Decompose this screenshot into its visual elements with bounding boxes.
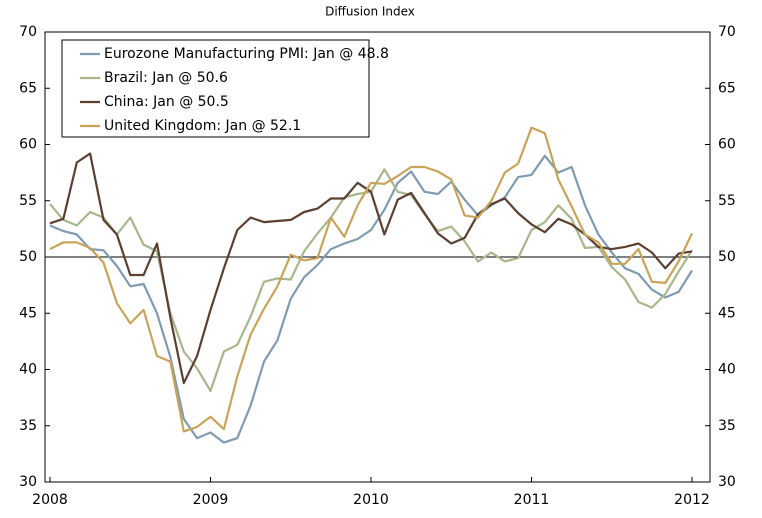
x-tick-label: 2012: [674, 492, 710, 508]
y2-tick-label: 50: [718, 249, 736, 265]
x-tick-label: 2009: [193, 492, 229, 508]
y-tick-label: 70: [19, 24, 37, 40]
legend-label: Eurozone Manufacturing PMI: Jan @ 48.8: [104, 46, 389, 62]
y-tick-label: 45: [19, 305, 37, 321]
y-tick-label: 65: [19, 80, 37, 96]
y2-tick-label: 30: [718, 474, 736, 490]
series-line: [49, 154, 693, 444]
y2-tick-label: 35: [718, 418, 736, 434]
y2-tick-label: 40: [718, 362, 736, 378]
x-tick-label: 2010: [353, 492, 389, 508]
x-tick-label: 2011: [514, 492, 550, 508]
y2-tick-label: 45: [718, 305, 736, 321]
chart-subtitle: Diffusion Index: [325, 5, 415, 19]
y-tick-label: 50: [19, 249, 37, 265]
series-line: [49, 168, 693, 392]
legend-box: [61, 39, 370, 138]
y-tick-label: 60: [19, 137, 37, 153]
series-line: [49, 126, 693, 433]
y-tick-label: 55: [19, 193, 37, 209]
y-tick-label: 35: [19, 418, 37, 434]
y2-tick-label: 60: [718, 137, 736, 153]
y2-tick-label: 55: [718, 193, 736, 209]
y2-tick-label: 65: [718, 80, 736, 96]
y2-tick-label: 70: [718, 24, 736, 40]
legend-label: United Kingdom: Jan @ 52.1: [104, 118, 301, 134]
y-tick-label: 30: [19, 474, 37, 490]
y-tick-label: 40: [19, 362, 37, 378]
legend-label: Brazil: Jan @ 50.6: [104, 70, 228, 86]
x-tick-label: 2008: [32, 492, 68, 508]
legend-label: China: Jan @ 50.5: [104, 94, 229, 110]
series-line: [49, 152, 693, 385]
